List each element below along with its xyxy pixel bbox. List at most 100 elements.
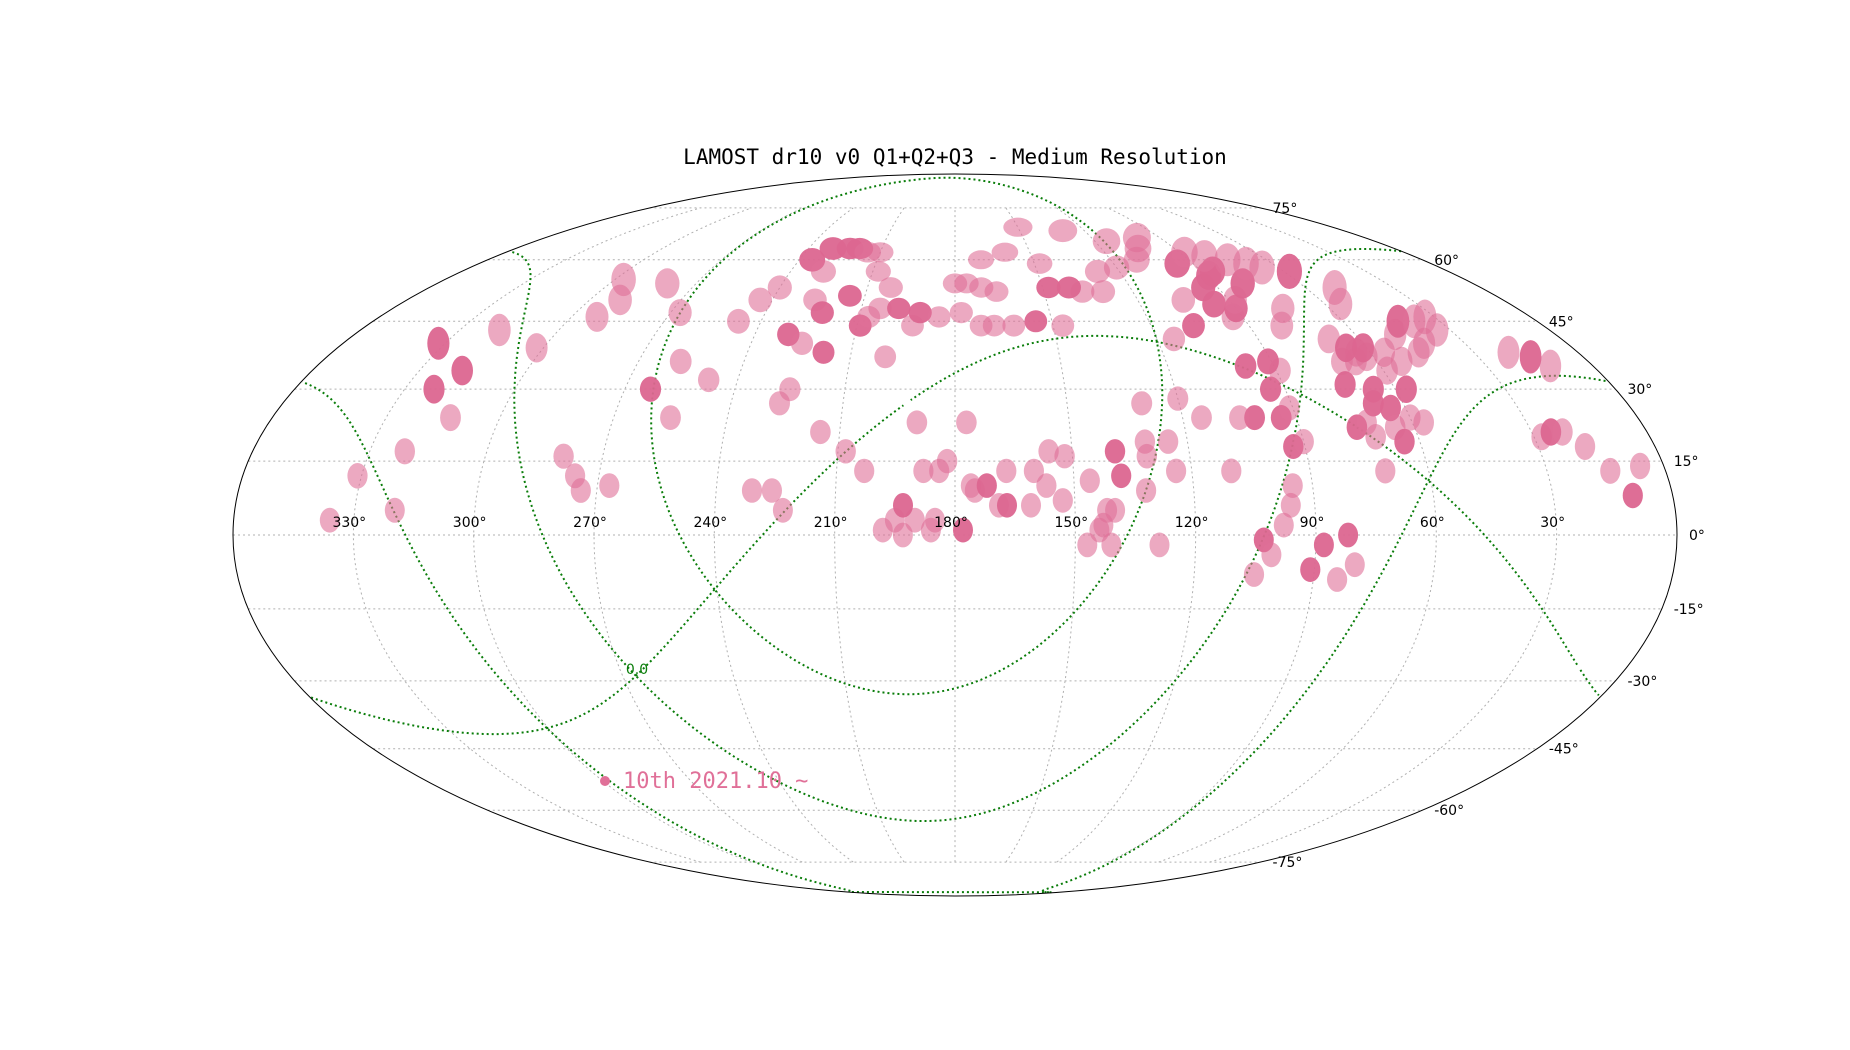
field-marker	[727, 308, 750, 334]
projection-outline	[232, 173, 1678, 897]
field-marker	[1600, 457, 1621, 484]
field-marker	[1002, 314, 1026, 337]
lat-tick-label: -30°	[1627, 674, 1657, 690]
field-marker	[1136, 443, 1158, 469]
field-marker	[1260, 376, 1282, 402]
field-marker	[887, 297, 911, 320]
field-marker	[1182, 313, 1205, 339]
field-marker	[1221, 458, 1242, 484]
lon-tick-label: 270°	[573, 515, 607, 531]
field-marker	[423, 374, 445, 404]
field-marker	[1338, 522, 1359, 548]
field-marker	[451, 355, 474, 386]
field-marker	[1084, 259, 1111, 283]
field-marker	[1257, 348, 1279, 375]
lat-tick-label: 0°	[1689, 528, 1705, 544]
field-marker	[1171, 236, 1198, 268]
lat-tick-label: 30°	[1627, 382, 1652, 398]
field-marker	[1104, 439, 1126, 464]
field-marker	[1335, 333, 1357, 363]
field-marker	[942, 273, 968, 294]
lat-tick-label: -15°	[1674, 602, 1704, 618]
field-marker	[1390, 346, 1413, 376]
lon-tick-label: 240°	[693, 515, 727, 531]
galactic-latitude-line	[511, 248, 1402, 822]
field-marker	[810, 419, 831, 445]
field-marker	[1313, 532, 1334, 558]
field-marker	[838, 284, 862, 307]
field-marker	[1051, 314, 1075, 337]
lat-tick-label: -60°	[1434, 803, 1464, 819]
lon-tick-label: 210°	[814, 515, 848, 531]
field-marker	[874, 345, 897, 369]
field-marker	[1214, 243, 1241, 277]
lon-tick-label: 120°	[1175, 515, 1209, 531]
lat-tick-label: 60°	[1434, 253, 1459, 269]
field-marker	[1136, 478, 1157, 503]
lon-tick-label: 90°	[1300, 515, 1325, 531]
field-marker	[1413, 299, 1437, 335]
field-marker	[1229, 405, 1250, 430]
field-marker	[1036, 276, 1061, 299]
grid-meridian	[1209, 207, 1558, 863]
field-marker	[1026, 253, 1053, 274]
field-marker	[1003, 217, 1033, 237]
field-marker	[1539, 349, 1562, 383]
field-marker	[949, 302, 973, 324]
field-marker	[1276, 253, 1302, 289]
field-marker	[1497, 335, 1520, 369]
field-marker	[866, 242, 894, 263]
legend: 10th 2021.10 ~	[600, 769, 808, 794]
field-marker	[1021, 493, 1041, 518]
field-marker	[1166, 458, 1187, 484]
field-marker	[991, 242, 1019, 262]
chart-title: LAMOST dr10 v0 Q1+Q2+Q3 - Medium Resolut…	[683, 145, 1227, 169]
field-marker	[868, 297, 892, 320]
field-marker	[1162, 326, 1186, 352]
lon-tick-label: 30°	[1540, 515, 1565, 531]
field-marker	[976, 473, 997, 498]
field-marker	[1280, 492, 1301, 518]
galactic-latitude-line	[650, 176, 1164, 696]
field-marker	[790, 331, 814, 355]
lon-tick-label: 330°	[332, 515, 366, 531]
field-marker	[1024, 310, 1048, 333]
field-marker	[1322, 270, 1347, 305]
field-marker	[968, 250, 994, 270]
field-marker	[1171, 287, 1196, 313]
field-marker	[812, 340, 835, 364]
field-marker	[996, 458, 1017, 484]
field-marker	[1234, 353, 1257, 379]
field-marker	[741, 478, 763, 503]
field-marker	[1048, 219, 1078, 243]
tick-labels: 330° 300° 270° 240° 210° 180° 150° 120° 90° 60° 30…	[332, 201, 1704, 871]
field-marker	[1375, 458, 1396, 484]
field-marker	[982, 314, 1006, 337]
field-marker	[1091, 280, 1116, 304]
field-marker	[1552, 418, 1573, 446]
field-marker	[1622, 482, 1643, 509]
field-marker	[1334, 371, 1356, 398]
field-marker	[698, 367, 720, 393]
field-marker	[599, 473, 620, 498]
legend-marker	[600, 776, 610, 786]
field-marker	[865, 261, 891, 282]
field-marker	[1079, 468, 1100, 494]
field-marker	[908, 301, 932, 324]
field-marker	[1111, 463, 1132, 489]
lat-tick-label: -75°	[1273, 855, 1303, 871]
field-marker	[769, 391, 790, 416]
grid-meridian	[352, 207, 701, 863]
field-marker	[384, 497, 405, 523]
field-marker	[488, 313, 511, 347]
field-marker	[611, 262, 636, 297]
field-marker	[1317, 324, 1341, 354]
field-marker	[427, 326, 450, 360]
observation-fields	[319, 217, 1651, 592]
field-marker	[553, 443, 574, 469]
field-marker	[1244, 405, 1265, 431]
field-marker	[920, 517, 941, 543]
field-marker	[1270, 311, 1294, 340]
field-marker	[1149, 532, 1170, 558]
field-marker	[1574, 433, 1596, 460]
